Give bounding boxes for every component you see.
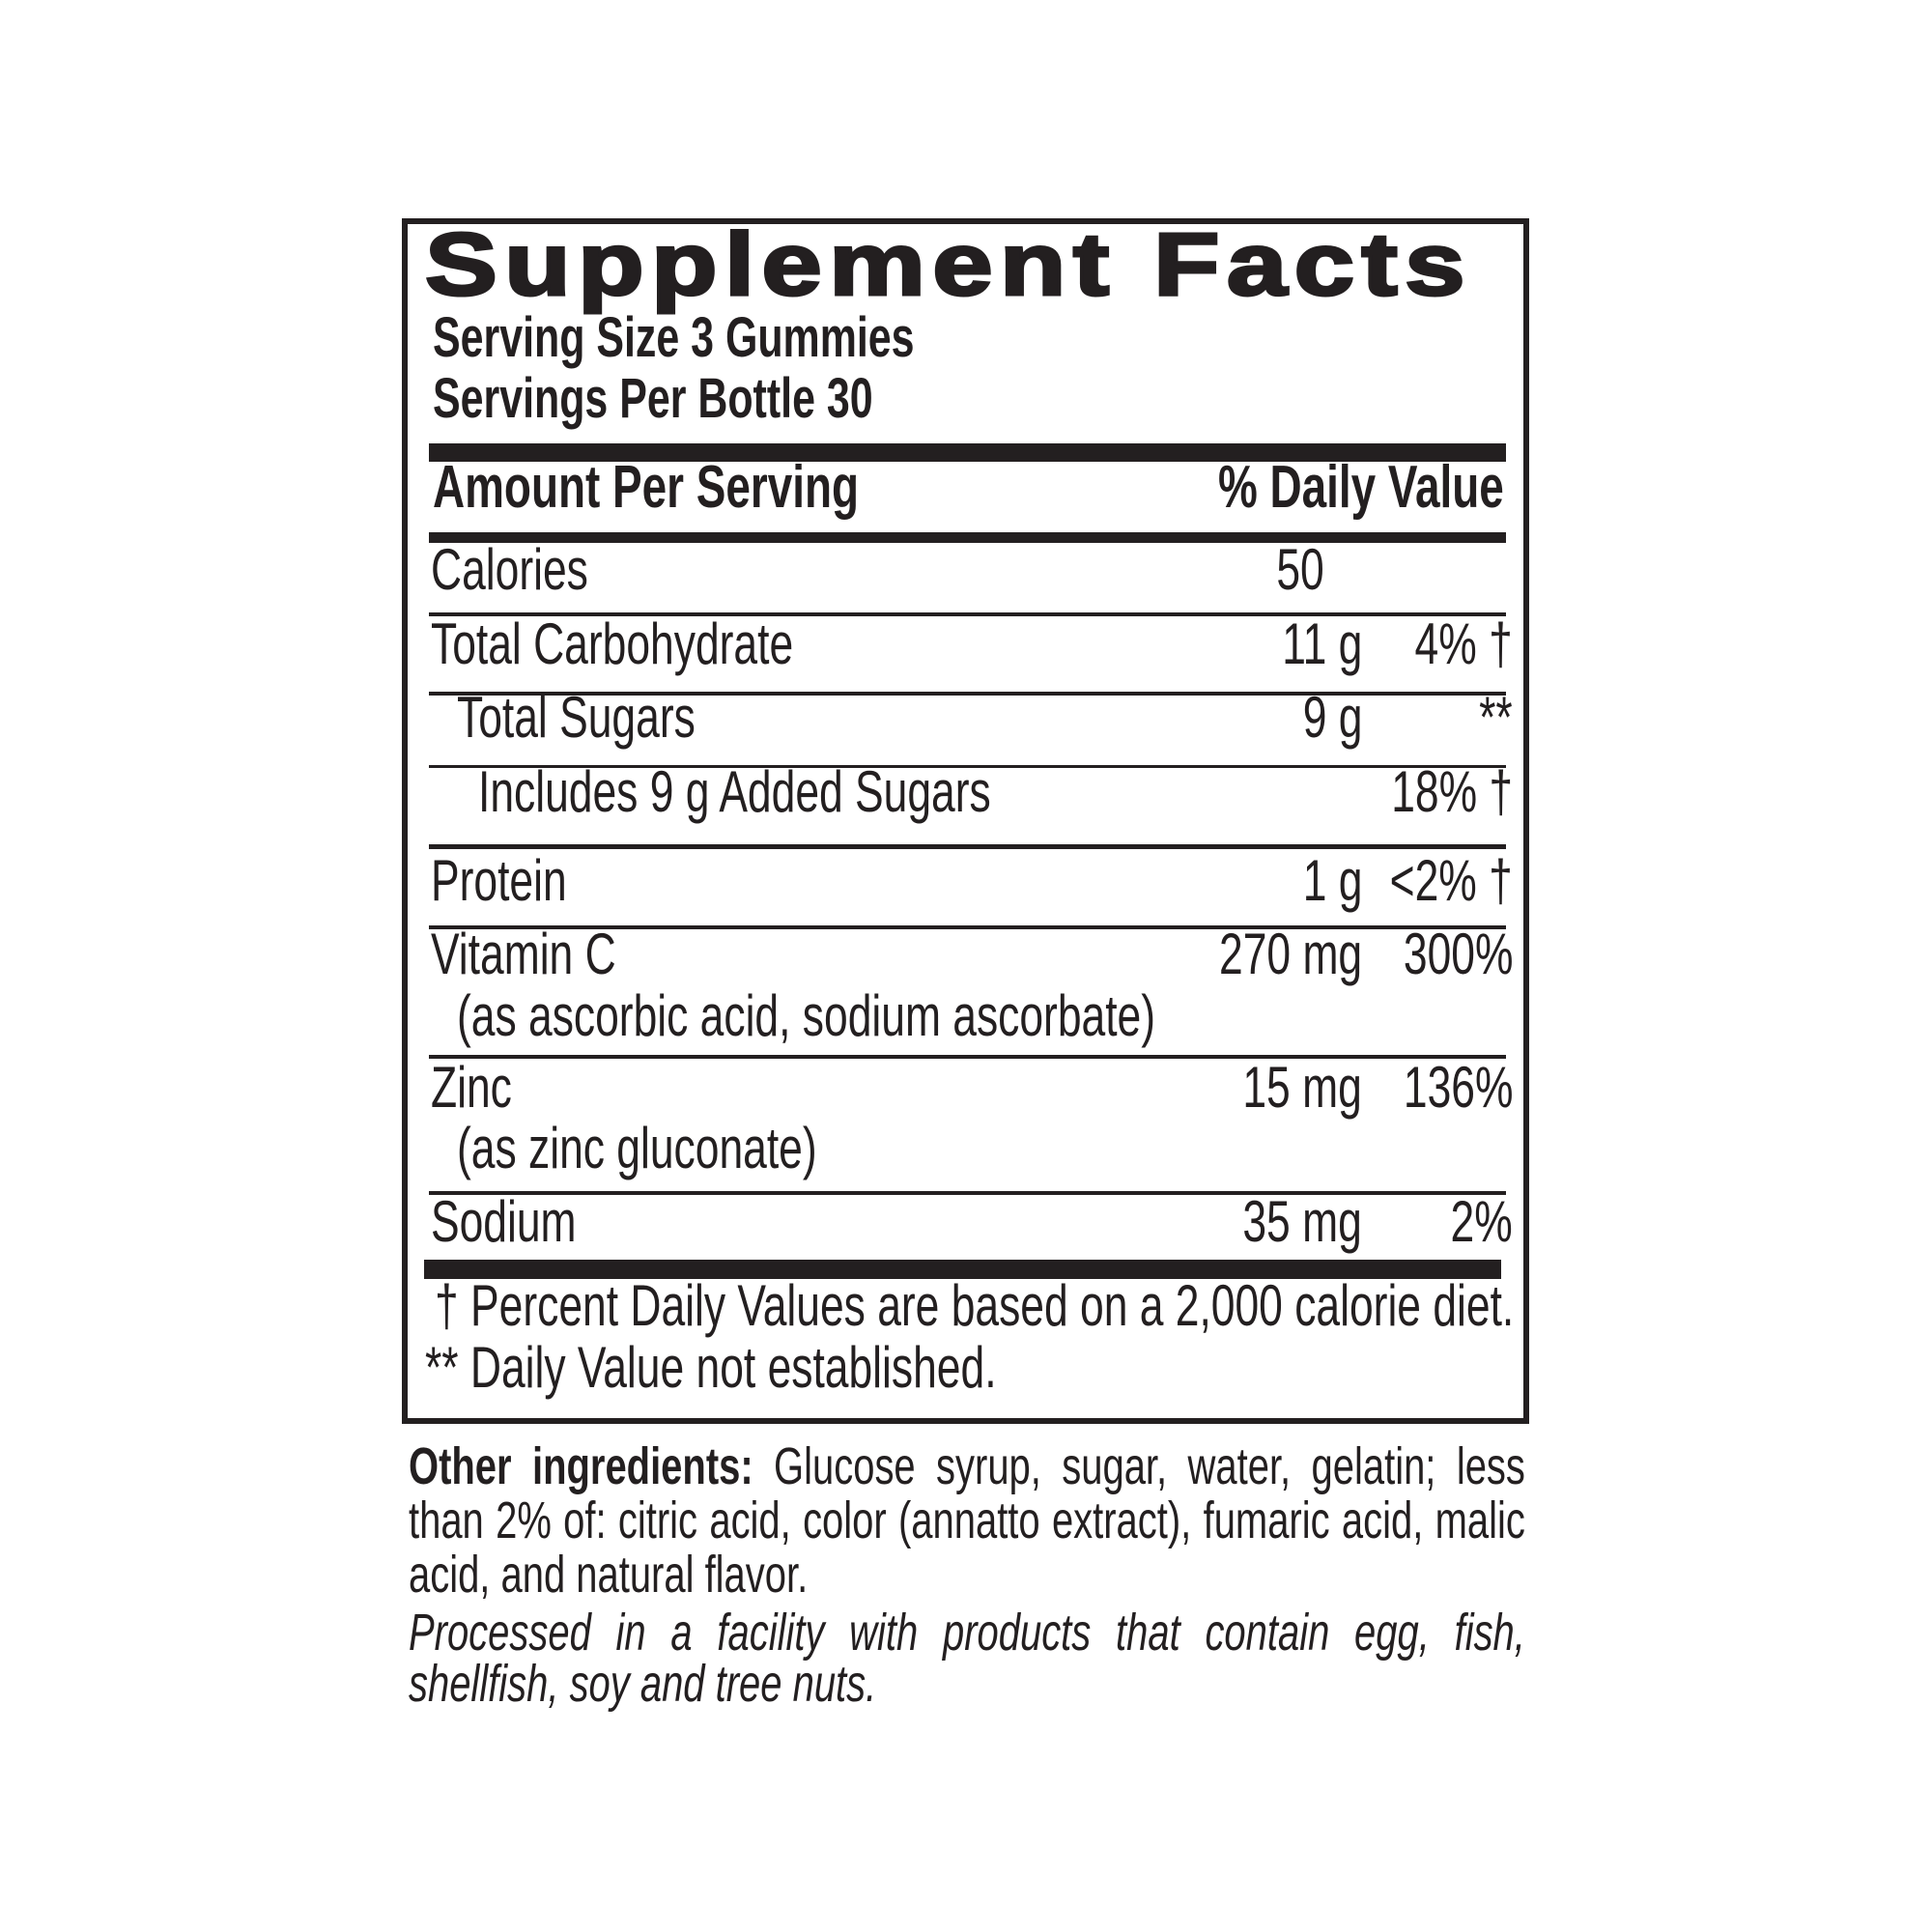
nutrient-dv: 18% † (1391, 759, 1513, 824)
serving-size: Serving Size 3 Gummies (433, 306, 915, 369)
nutrient-amount: 1 g (1302, 848, 1362, 913)
other-ingredients: Other ingredients: Glucose syrup, sugar,… (409, 1439, 1525, 1602)
nutrient-amount: 9 g (1302, 685, 1362, 750)
nutrient-label: Total Sugars (457, 685, 696, 750)
nutrient-dv: ** (1479, 685, 1513, 750)
daily-value-header: % Daily Value (1218, 454, 1504, 521)
other-ingredients-label: Other ingredients: (409, 1437, 753, 1495)
nutrient-dv: <2% † (1389, 848, 1513, 913)
nutrient-label: Zinc (431, 1055, 512, 1120)
nutrient-source: (as zinc gluconate) (457, 1116, 817, 1180)
panel-title: Supplement Facts (423, 215, 1472, 314)
nutrient-label: Sodium (431, 1189, 577, 1254)
nutrient-source: (as ascorbic acid, sodium ascorbate) (457, 983, 1156, 1048)
divider (429, 692, 1506, 696)
nutrient-label: Total Carbohydrate (431, 611, 794, 676)
thick-divider (424, 1260, 1501, 1279)
nutrient-label: Includes 9 g Added Sugars (478, 759, 991, 824)
servings-per-container: Servings Per Bottle 30 (433, 367, 873, 430)
divider (429, 844, 1506, 849)
amount-per-serving-header: Amount Per Serving (433, 454, 860, 521)
divider (429, 925, 1506, 929)
supplement-facts-panel (402, 218, 1529, 1424)
nutrient-amount: 11 g (1281, 611, 1362, 676)
nutrient-dv: 2% (1450, 1189, 1513, 1254)
divider (429, 765, 1506, 768)
nutrient-label: Vitamin C (431, 922, 616, 986)
thick-divider (429, 443, 1506, 462)
allergen-statement: Processed in a facility with products th… (409, 1604, 1525, 1713)
calories-amount: 50 (1276, 537, 1324, 602)
nutrient-dv: 300% (1403, 922, 1513, 986)
footnote-daily-values: † Percent Daily Values are based on a 2,… (435, 1273, 1515, 1338)
calories-label: Calories (431, 537, 588, 602)
other-ingredients-text: Glucose syrup, sugar, water, gelatin; le… (409, 1437, 1525, 1604)
nutrient-amount: 15 mg (1242, 1055, 1362, 1120)
medium-divider (429, 532, 1506, 543)
nutrient-label: Protein (431, 848, 567, 913)
nutrient-amount: 270 mg (1218, 922, 1362, 986)
footnote-not-established: ** Daily Value not established. (425, 1335, 997, 1400)
nutrient-amount: 35 mg (1242, 1189, 1362, 1254)
divider (429, 1191, 1506, 1195)
divider (429, 612, 1506, 616)
nutrient-dv: 136% (1403, 1055, 1513, 1120)
divider (429, 1055, 1506, 1059)
nutrient-dv: 4% † (1414, 611, 1513, 676)
